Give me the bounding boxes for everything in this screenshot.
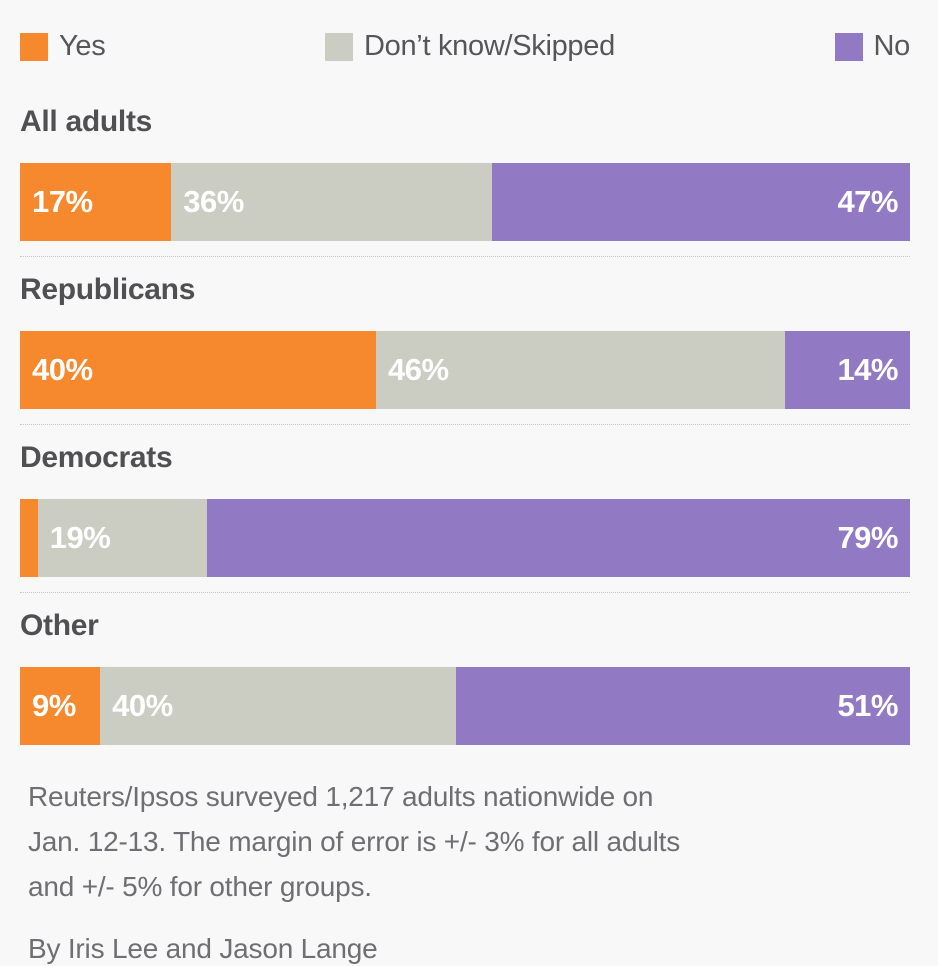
bar-segment-label: 40% bbox=[112, 688, 173, 723]
group-title: Other bbox=[20, 609, 99, 642]
legend-swatch-icon bbox=[325, 32, 353, 61]
bar-segment-no: 47% bbox=[491, 163, 910, 241]
bar-segment-label: 51% bbox=[837, 688, 898, 723]
stacked-bar: 9% 40% 51% bbox=[20, 667, 910, 745]
bar-segment-label: 47% bbox=[837, 184, 898, 219]
source-note-line: and +/- 5% for other groups. bbox=[28, 871, 372, 902]
bar-segment-yes: 9% bbox=[20, 667, 101, 745]
source-note-line: Reuters/Ipsos surveyed 1,217 adults nati… bbox=[28, 781, 654, 812]
group-section-other: Other 9% 40% 51% bbox=[20, 592, 910, 760]
stacked-bar: 40% 46% 14% bbox=[20, 331, 910, 409]
byline: By Iris Lee and Jason Lange bbox=[28, 933, 378, 964]
bar-segment-label: 19% bbox=[49, 520, 111, 555]
bar-segment-label: 36% bbox=[183, 184, 244, 219]
bar-segment-label: 46% bbox=[388, 352, 449, 387]
chart-groups: All adults 17% 36% 47% Republicans 40% 46% 14% D… bbox=[20, 89, 910, 760]
legend-item-yes: Yes bbox=[20, 30, 106, 63]
bar-segment-label: 17% bbox=[32, 184, 93, 219]
bar-segment-don-t-know-skipped: 36% bbox=[171, 163, 492, 241]
source-note-line: Jan. 12-13. The margin of error is +/- 3… bbox=[28, 826, 681, 857]
bar-segment-don-t-know-skipped: 46% bbox=[376, 331, 786, 409]
bar-segment-label: 79% bbox=[837, 520, 898, 555]
stacked-bar: 17% 36% 47% bbox=[20, 163, 910, 241]
bar-segment-yes: 17% bbox=[20, 163, 172, 241]
legend-label: No bbox=[873, 30, 911, 62]
legend-item-no: No bbox=[834, 30, 911, 63]
group-title: All adults bbox=[20, 105, 153, 138]
bar-segment-don-t-know-skipped: 19% bbox=[37, 499, 207, 577]
bar-segment-label: 9% bbox=[32, 688, 76, 723]
bar-segment-no: 79% bbox=[206, 499, 910, 577]
stacked-bar: 19% 79% bbox=[20, 499, 910, 577]
bar-segment-no: 14% bbox=[785, 331, 910, 409]
group-section-all-adults: All adults 17% 36% 47% bbox=[20, 89, 910, 256]
group-title: Republicans bbox=[20, 273, 196, 306]
group-title: Democrats bbox=[20, 441, 173, 474]
legend-label: Don’t know/Skipped bbox=[364, 30, 615, 62]
source-note: Reuters/Ipsos surveyed 1,217 adults nati… bbox=[28, 774, 910, 909]
group-section-republicans: Republicans 40% 46% 14% bbox=[20, 256, 910, 424]
legend-label: Yes bbox=[59, 30, 106, 62]
chart-legend: Yes Don’t know/Skipped No bbox=[20, 30, 910, 63]
bar-segment-no: 51% bbox=[456, 667, 910, 745]
bar-segment-label: 40% bbox=[32, 352, 93, 387]
bar-segment-yes bbox=[20, 499, 38, 577]
legend-item-don-t-know-skipped: Don’t know/Skipped bbox=[325, 30, 615, 63]
chart-footer: Reuters/Ipsos surveyed 1,217 adults nati… bbox=[20, 774, 910, 965]
legend-swatch-icon bbox=[20, 32, 48, 61]
bar-segment-label: 14% bbox=[837, 352, 898, 387]
legend-swatch-icon bbox=[834, 32, 863, 61]
group-section-democrats: Democrats 19% 79% bbox=[20, 424, 910, 592]
bar-segment-don-t-know-skipped: 40% bbox=[100, 667, 457, 745]
bar-segment-yes: 40% bbox=[20, 331, 376, 409]
